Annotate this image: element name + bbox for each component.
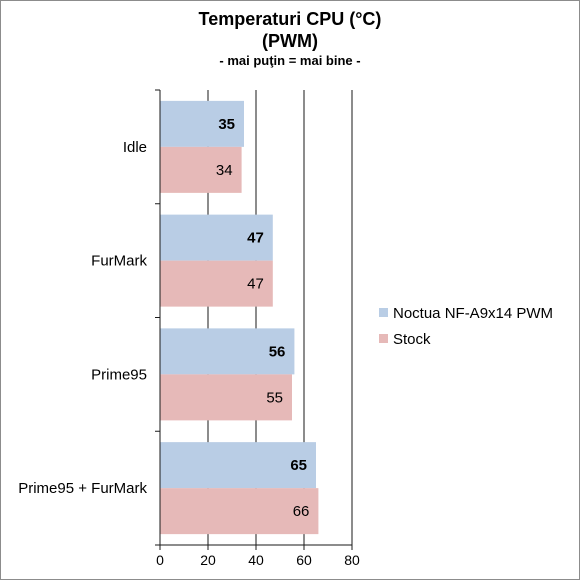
- x-tick-label-40: 40: [248, 552, 264, 568]
- bar-1-3: [160, 488, 319, 535]
- category-label-3: Prime95 + FurMark: [18, 480, 147, 497]
- legend-label-0: Noctua NF-A9x14 PWM: [393, 305, 553, 322]
- bar-0-0: [160, 100, 244, 147]
- bar-0-3: [160, 442, 316, 489]
- value-label-1-2: 55: [266, 389, 283, 406]
- bar-1-2: [160, 374, 292, 421]
- category-label-2: Prime95: [91, 366, 147, 383]
- bar-1-0: [160, 146, 242, 193]
- value-label-0-3: 65: [290, 457, 307, 474]
- value-label-1-0: 34: [216, 162, 233, 179]
- chart-note: - mai puţin = mai bine -: [219, 53, 361, 68]
- chart-subtitle: (PWM): [262, 31, 318, 51]
- value-label-0-1: 47: [247, 230, 264, 247]
- legend-swatch-1: [379, 334, 388, 343]
- bars: [160, 100, 319, 535]
- chart-title: Temperaturi CPU (°C): [198, 9, 382, 29]
- value-label-0-2: 56: [269, 343, 286, 360]
- x-tick-label-20: 20: [200, 552, 216, 568]
- bar-0-1: [160, 214, 273, 261]
- legend: Noctua NF-A9x14 PWM Stock: [379, 305, 553, 348]
- chart-title-block: Temperaturi CPU (°C) (PWM) - mai puţin =…: [0, 8, 580, 70]
- legend-swatch-0: [379, 308, 388, 317]
- x-tick-label-80: 80: [344, 552, 360, 568]
- x-tick-label-0: 0: [156, 552, 164, 568]
- value-label-0-0: 35: [218, 116, 235, 133]
- bar-0-2: [160, 328, 295, 375]
- category-label-0: Idle: [123, 139, 147, 156]
- axes: [155, 89, 353, 550]
- labels: 0 20 40 60 80 Idle 35 34 FurMark 47 47 Prime95 56 55 P…: [18, 116, 360, 568]
- category-label-1: FurMark: [91, 253, 147, 270]
- bar-1-1: [160, 260, 273, 307]
- x-tick-label-60: 60: [296, 552, 312, 568]
- legend-label-1: Stock: [393, 331, 431, 348]
- value-label-1-3: 66: [293, 503, 310, 520]
- value-label-1-1: 47: [247, 276, 264, 293]
